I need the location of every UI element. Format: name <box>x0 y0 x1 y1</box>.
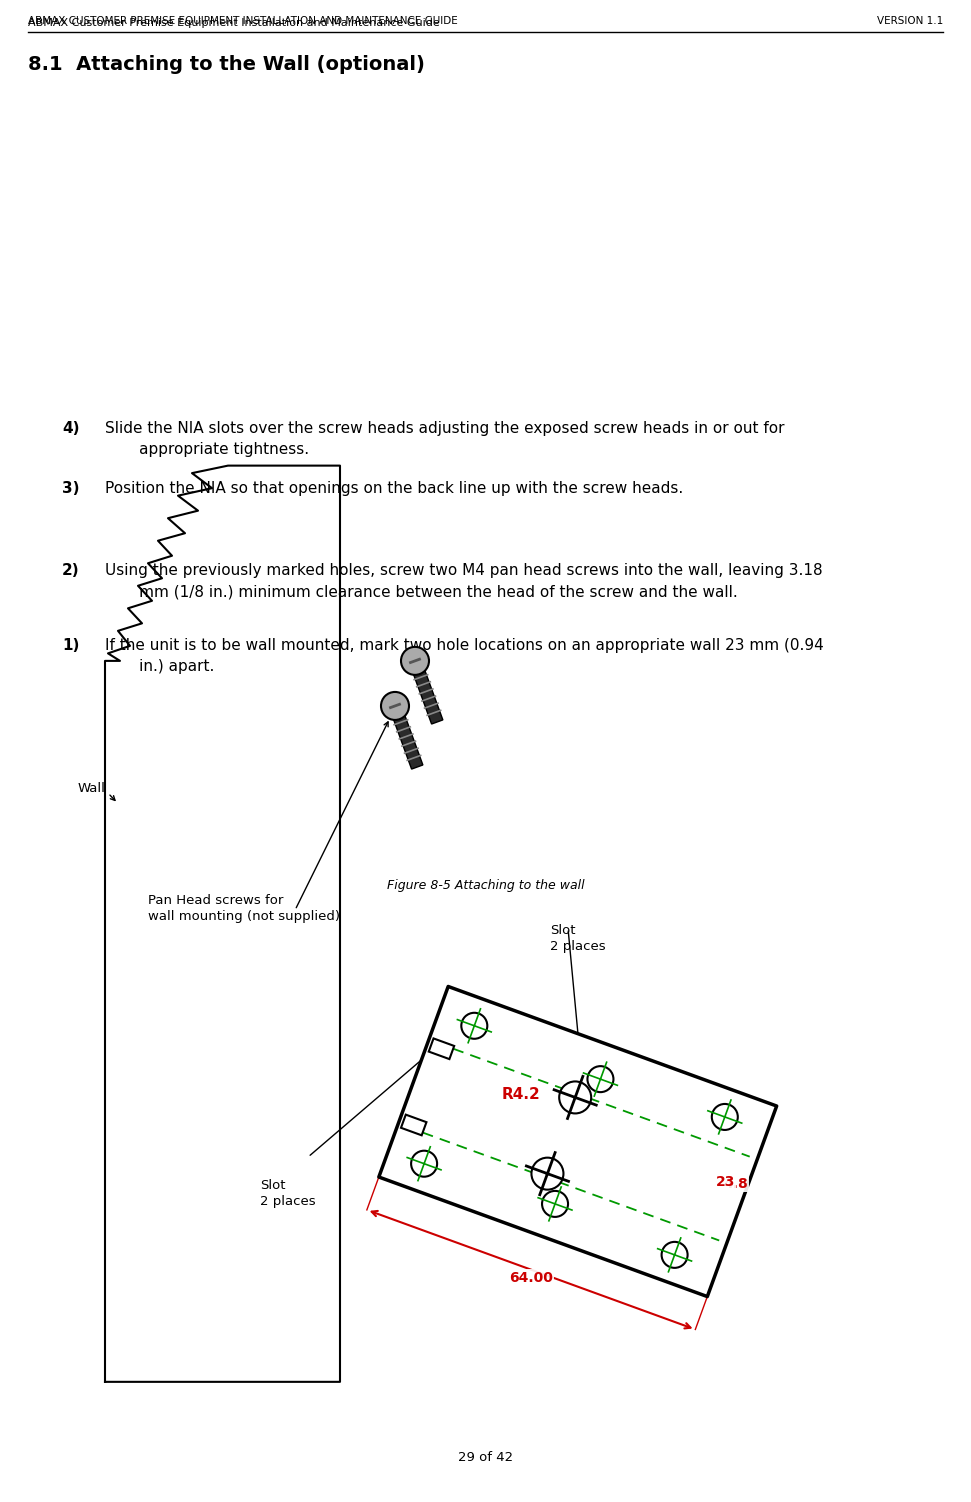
Circle shape <box>542 1191 568 1217</box>
Polygon shape <box>429 1038 454 1059</box>
Text: If the unit is to be wall mounted, mark two hole locations on an appropriate wal: If the unit is to be wall mounted, mark … <box>105 638 823 674</box>
Text: Using the previously marked holes, screw two M4 pan head screws into the wall, l: Using the previously marked holes, screw… <box>105 563 822 599</box>
Circle shape <box>559 1081 591 1113</box>
Circle shape <box>461 1012 487 1039</box>
Text: VERSION 1.1: VERSION 1.1 <box>877 17 943 26</box>
Text: 4): 4) <box>62 421 80 436</box>
Text: 64.00: 64.00 <box>509 1271 553 1284</box>
Circle shape <box>661 1242 687 1268</box>
Text: Slot
2 places: Slot 2 places <box>550 924 606 952</box>
Text: 2): 2) <box>62 563 80 578</box>
Circle shape <box>411 1151 437 1176</box>
Text: 23: 23 <box>716 1176 735 1190</box>
Circle shape <box>587 1066 614 1092</box>
Text: Slide the NIA slots over the screw heads adjusting the exposed screw heads in or: Slide the NIA slots over the screw heads… <box>105 421 785 457</box>
Polygon shape <box>389 704 422 769</box>
Polygon shape <box>379 987 777 1296</box>
Text: 3): 3) <box>62 481 80 496</box>
Text: NIA: NIA <box>700 1173 722 1185</box>
Text: Figure 8-5 Attaching to the wall: Figure 8-5 Attaching to the wall <box>386 879 585 892</box>
Text: Wall: Wall <box>77 783 105 795</box>
Circle shape <box>531 1158 563 1190</box>
Text: 1): 1) <box>62 638 80 653</box>
Text: 8.1  Attaching to the Wall (optional): 8.1 Attaching to the Wall (optional) <box>28 56 425 74</box>
Text: 4.8: 4.8 <box>723 1176 748 1191</box>
Polygon shape <box>401 1114 426 1136</box>
Text: Pan Head screws for
wall mounting (not supplied): Pan Head screws for wall mounting (not s… <box>148 894 340 922</box>
Text: Position the NIA so that openings on the back line up with the screw heads.: Position the NIA so that openings on the… <box>105 481 684 496</box>
Circle shape <box>401 647 429 674</box>
Text: ABMAX CUSTOMER PREMISE EQUIPMENT INSTALLATION AND MAINTENANCE GUIDE: ABMAX CUSTOMER PREMISE EQUIPMENT INSTALL… <box>28 17 457 26</box>
Text: Slot
2 places: Slot 2 places <box>260 1179 316 1208</box>
Circle shape <box>381 692 409 719</box>
Text: R4.2: R4.2 <box>502 1087 541 1102</box>
Text: 29 of 42: 29 of 42 <box>458 1451 513 1464</box>
Text: ABMAX Customer Premise Equipment Installation and Maintenance Guide: ABMAX Customer Premise Equipment Install… <box>28 18 440 29</box>
Circle shape <box>712 1104 738 1130</box>
Text: ABMAX Cᴚstomer Pᴚemise Eᴚuipment Iᴚnstallation and Mᴚaintenance Gᴚuide: ABMAX Cᴚstomer Pᴚemise Eᴚuipment Iᴚnstal… <box>28 18 462 29</box>
Polygon shape <box>410 659 443 724</box>
